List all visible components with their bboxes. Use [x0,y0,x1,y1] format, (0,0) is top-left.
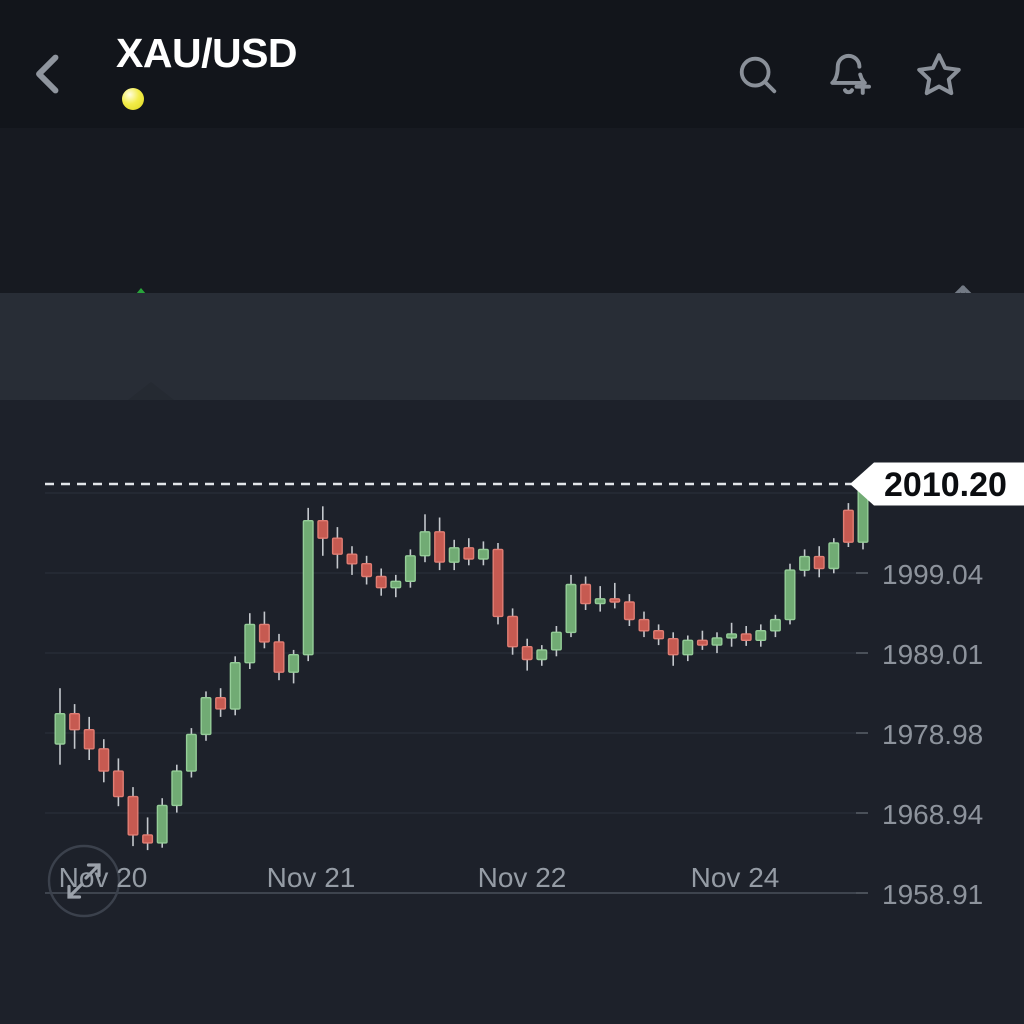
candle [667,637,679,656]
candle [492,548,504,618]
candles [54,482,869,851]
range-bar: 1D 1W 1M 1Y 5Y Max [0,930,1024,1024]
candle [448,547,460,563]
candle [302,519,314,656]
last-price-flag-label: 2010.20 [884,466,1007,504]
gridlines [45,492,868,894]
gold-dot-icon [122,88,144,110]
x-axis-label: Nov 24 [690,862,780,893]
candle [69,713,81,731]
candle [726,633,738,639]
candle [507,615,519,648]
candle [83,729,95,750]
quote-section: 2,010.20 +7.35 (+0.37%) 9:25:38 | Real T… [0,128,1024,398]
candle [594,598,606,605]
last-price-flag [850,462,1024,506]
candle [229,662,241,710]
candle [346,553,358,565]
candle [258,623,270,643]
candle [711,637,723,646]
candle [171,770,183,807]
candle [755,629,767,641]
candle [550,631,562,651]
candle [127,795,139,836]
back-icon[interactable] [28,50,72,98]
candle [98,748,110,772]
header: XAU/USD [0,0,1024,128]
x-axis-label: Nov 22 [477,862,567,893]
y-axis-label: 1989.01 [882,639,984,670]
candle [638,618,650,632]
candle [317,519,329,539]
bell-plus-icon[interactable] [824,50,874,100]
y-axis-label: 1999.04 [882,559,984,590]
candle [112,770,124,798]
candle [521,645,533,661]
candle [769,618,781,632]
expand-chart-button[interactable] [47,844,121,918]
page-title: XAU/USD [116,30,298,76]
candle [215,697,227,710]
candle [463,547,475,560]
candle [696,639,708,646]
x-axis-label: Nov 20 [58,862,148,893]
candle [813,555,825,570]
candle [565,583,577,634]
y-axis-label: 1978.98 [882,719,984,750]
candle [682,639,694,656]
candle [580,583,592,605]
candle [799,555,811,571]
candle [828,542,840,570]
candle [842,509,854,543]
candle [185,733,197,772]
y-axis-label: 1958.91 [882,879,984,910]
price-chart[interactable]: 2010.20 [0,400,1024,930]
candle [288,653,300,673]
search-icon[interactable] [735,52,781,98]
candle [390,580,402,589]
candle [361,562,373,578]
candle [404,555,416,583]
active-tab-pointer [128,382,174,400]
y-axis-label: 1968.94 [882,799,984,830]
candle [653,629,665,640]
candle [244,623,256,664]
candle [536,649,548,661]
candle [142,834,154,844]
candle [156,804,168,844]
candle [200,697,212,736]
candle [331,537,343,555]
chart-area: 2010.20 1999.04 1989.01 1978.98 1968.94 … [0,400,1024,930]
candle [623,601,635,621]
candle [740,633,752,641]
candle [419,531,431,557]
x-axis-label: Nov 21 [266,862,356,893]
candle [375,575,387,589]
candle [609,598,621,603]
candle [273,641,285,673]
star-icon[interactable] [914,50,964,100]
candle [477,548,489,560]
candle [434,531,446,563]
expand-arrows-icon [67,863,101,899]
candle [784,569,796,621]
candle [54,713,66,745]
